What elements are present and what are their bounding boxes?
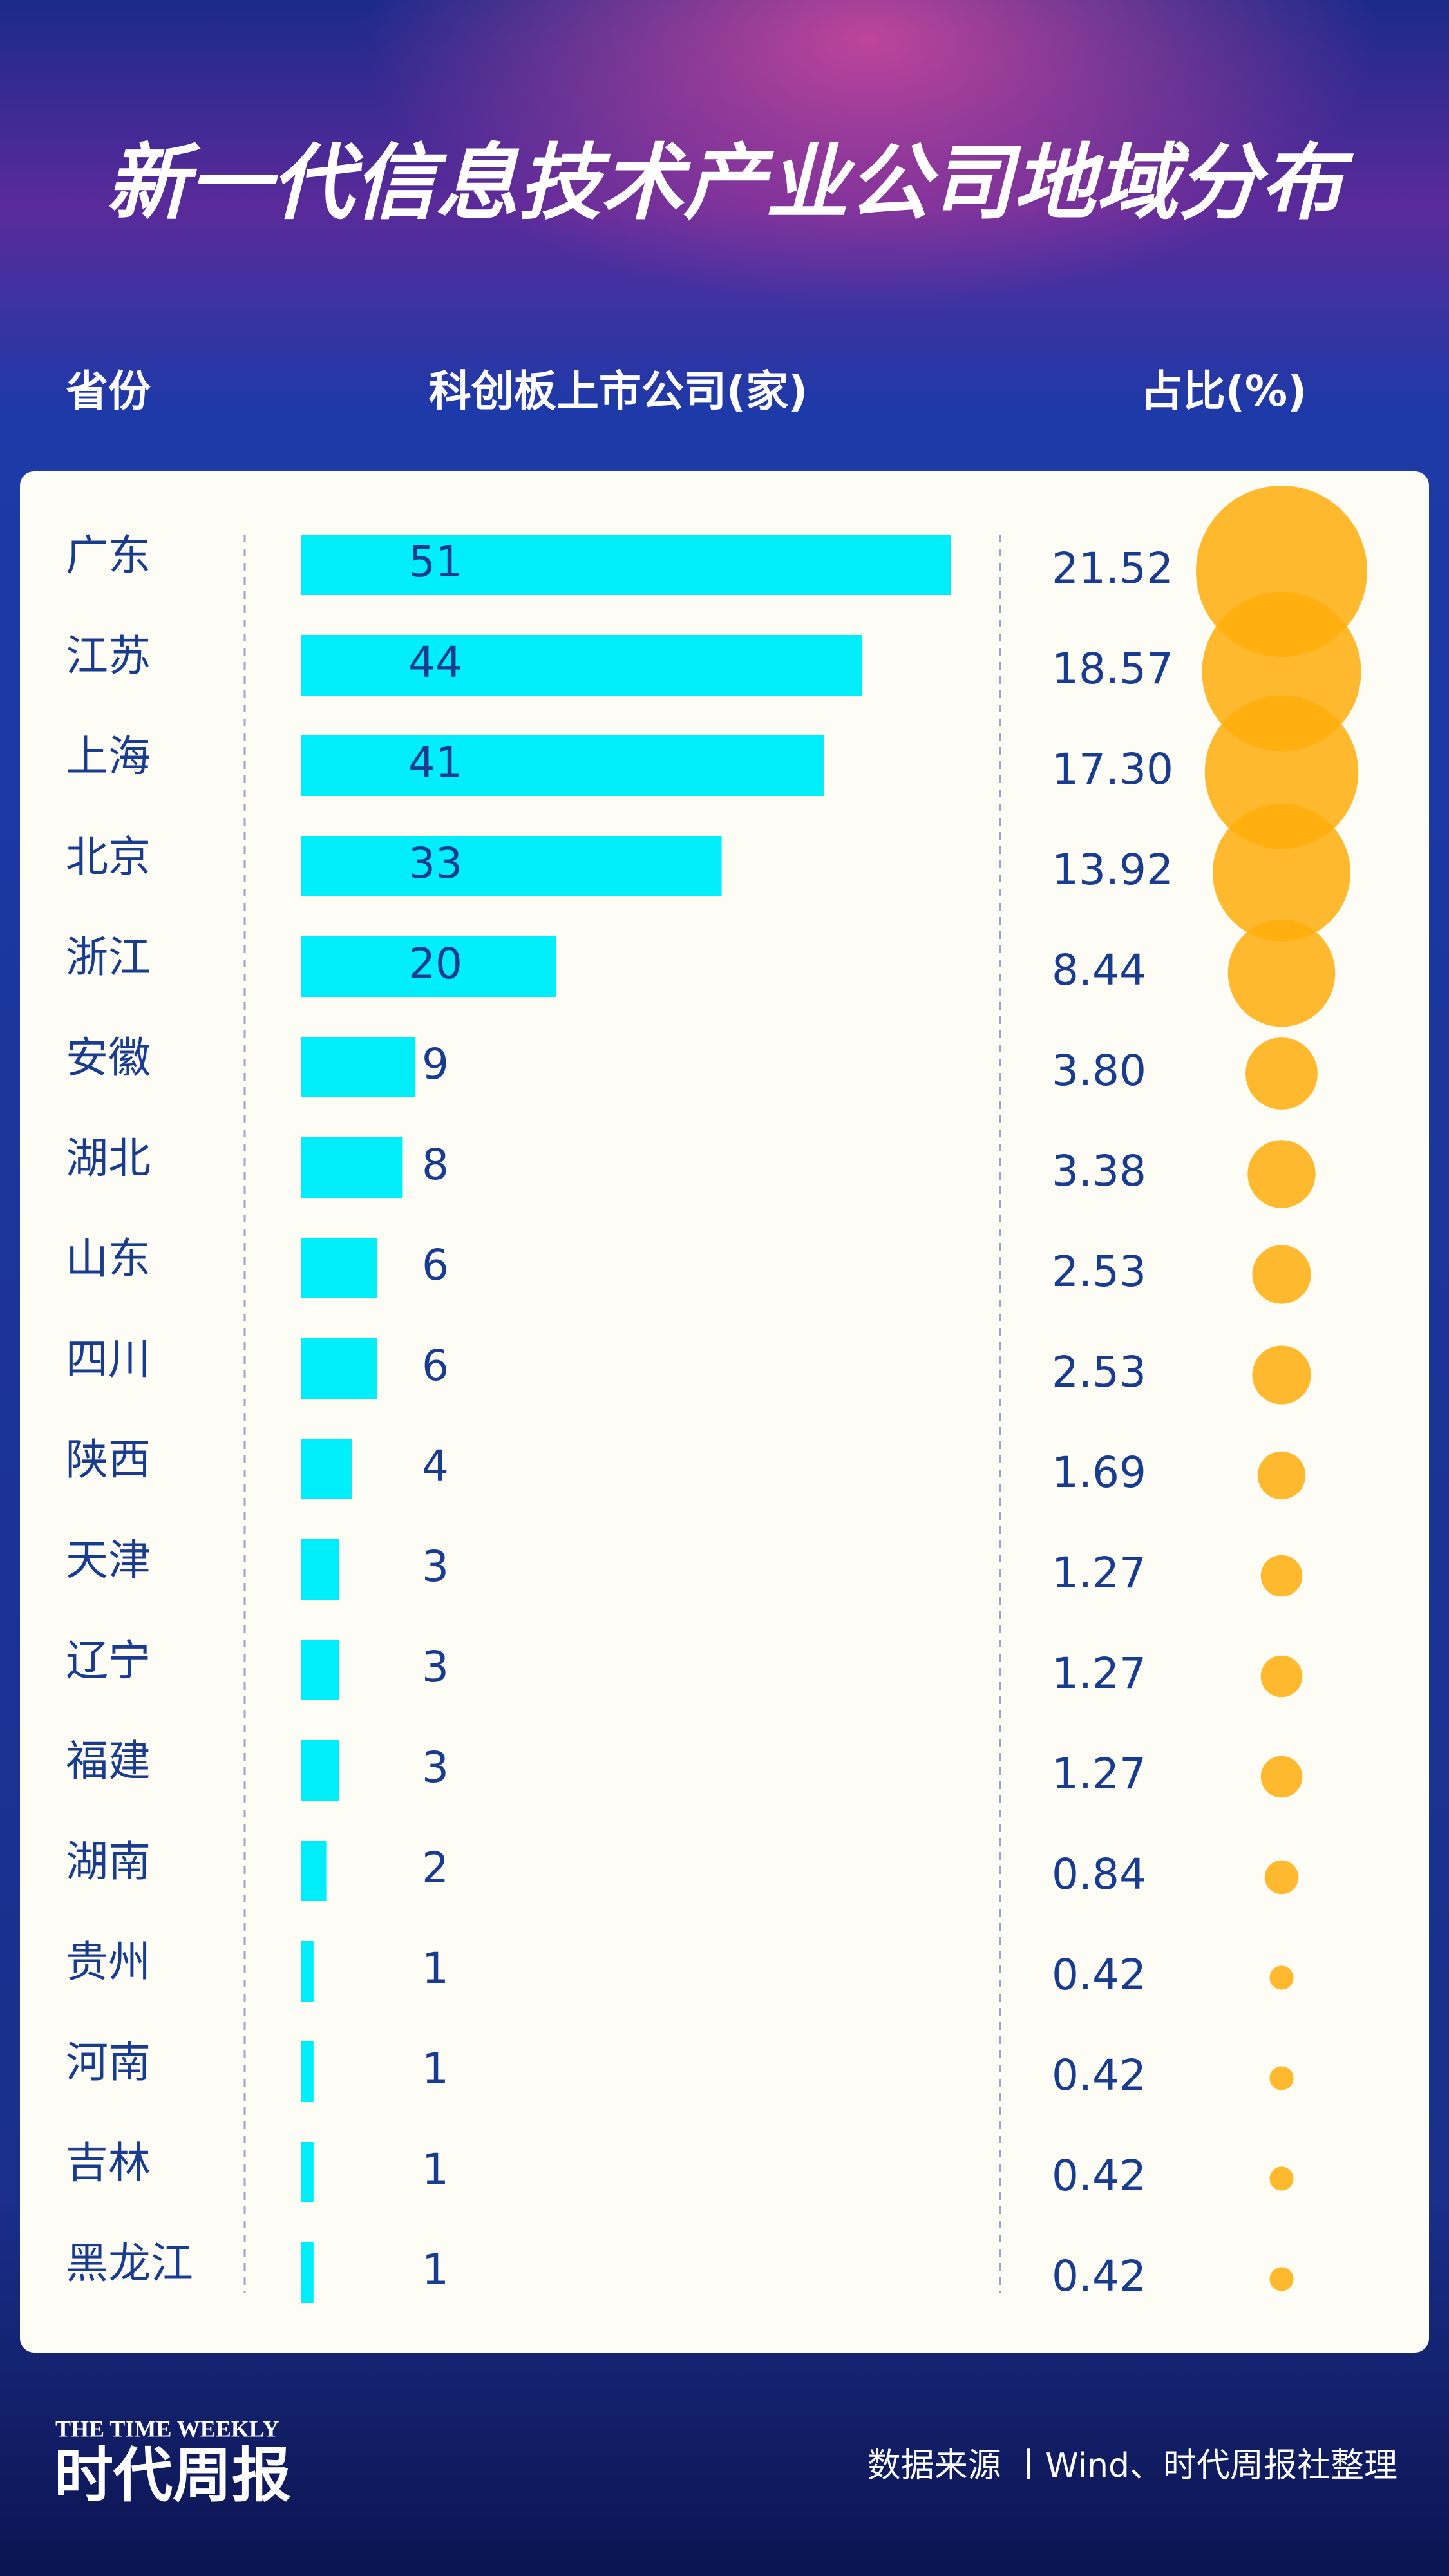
share-label: 17.30 — [1052, 744, 1173, 794]
share-bubble — [1247, 1140, 1316, 1208]
share-bubble — [1204, 695, 1359, 849]
category-label: 湖南 — [66, 1837, 151, 1886]
share-label: 0.42 — [1052, 2251, 1146, 2301]
bar — [301, 635, 862, 696]
bar-value-label: 9 — [422, 1039, 449, 1089]
share-label: 1.69 — [1052, 1448, 1146, 1497]
category-label: 黑龙江 — [66, 2239, 193, 2288]
share-label: 13.92 — [1052, 845, 1173, 895]
share-bubble — [1252, 1245, 1311, 1304]
bar — [301, 836, 722, 896]
category-label: 陕西 — [66, 1435, 151, 1484]
bar-value-label: 1 — [422, 1944, 449, 1993]
source-note: 数据来源 丨Wind、时代周报社整理 — [867, 2447, 1397, 2485]
bar — [301, 936, 556, 997]
logo-cn: 时代周报 — [54, 2441, 291, 2510]
share-bubble — [1260, 1756, 1303, 1798]
bar — [301, 1037, 416, 1097]
bar — [301, 2142, 314, 2202]
share-bubble — [1260, 1655, 1303, 1698]
share-label: 0.84 — [1052, 1850, 1146, 1899]
category-label: 河南 — [66, 2038, 151, 2087]
share-label: 0.42 — [1052, 2050, 1146, 2100]
share-bubble — [1260, 1555, 1303, 1597]
bar — [301, 1640, 339, 1700]
share-label: 18.57 — [1052, 644, 1173, 694]
share-bubble — [1269, 2166, 1294, 2191]
bar — [301, 2041, 314, 2102]
category-label: 安徽 — [66, 1033, 151, 1083]
bar — [301, 1238, 377, 1298]
share-bubble — [1257, 1451, 1306, 1500]
share-label: 21.52 — [1052, 544, 1173, 593]
bar-value-label: 1 — [422, 2044, 449, 2094]
share-bubble — [1269, 1965, 1294, 1990]
bar-value-label: 8 — [422, 1140, 449, 1189]
bar — [301, 1137, 403, 1198]
bar — [301, 535, 951, 595]
bar-value-label: 41 — [408, 738, 462, 788]
bar-value-label: 33 — [408, 838, 462, 888]
chart-title: 新一代信息技术产业公司地域分布 — [106, 135, 1354, 231]
category-label: 辽宁 — [66, 1636, 151, 1685]
share-bubble — [1269, 2267, 1294, 2291]
category-label: 北京 — [66, 832, 151, 882]
bar-value-label: 44 — [408, 638, 462, 687]
share-bubble — [1269, 2066, 1294, 2090]
column-header: 省份 — [66, 366, 151, 416]
share-bubble — [1264, 1860, 1299, 1895]
bar-value-label: 4 — [422, 1441, 449, 1491]
share-label: 0.42 — [1052, 1950, 1146, 2000]
category-label: 湖北 — [66, 1133, 151, 1183]
category-label: 福建 — [66, 1736, 151, 1786]
bar — [301, 1941, 314, 2002]
share-label: 2.53 — [1052, 1347, 1146, 1397]
share-label: 8.44 — [1052, 945, 1146, 995]
bar-value-label: 6 — [422, 1341, 449, 1390]
bar-value-label: 3 — [422, 1642, 449, 1692]
bar-value-label: 1 — [422, 2245, 449, 2295]
column-header: 占比(%) — [1141, 366, 1307, 416]
share-bubble — [1213, 804, 1350, 942]
bar-value-label: 3 — [422, 1743, 449, 1792]
share-label: 1.27 — [1052, 1649, 1146, 1698]
bar — [301, 735, 824, 796]
share-label: 3.80 — [1052, 1046, 1146, 1095]
category-label: 山东 — [66, 1234, 151, 1283]
share-bubble — [1252, 1345, 1311, 1405]
category-label: 吉林 — [66, 2138, 151, 2188]
category-label: 上海 — [66, 732, 151, 781]
category-label: 广东 — [66, 531, 151, 580]
column-header: 科创板上市公司(家) — [429, 366, 808, 416]
bar-value-label: 3 — [422, 1542, 449, 1591]
category-label: 浙江 — [66, 933, 151, 982]
bar — [301, 1439, 352, 1499]
category-label: 四川 — [66, 1334, 151, 1384]
bar — [301, 1841, 327, 1901]
category-label: 江苏 — [66, 631, 151, 681]
category-label: 天津 — [66, 1535, 151, 1585]
share-label: 1.27 — [1052, 1749, 1146, 1799]
share-label: 1.27 — [1052, 1548, 1146, 1598]
bar — [301, 1338, 377, 1399]
bar-value-label: 20 — [408, 939, 462, 989]
bar-value-label: 2 — [422, 1843, 449, 1893]
bar — [301, 2242, 314, 2303]
share-label: 3.38 — [1052, 1146, 1146, 1196]
category-label: 贵州 — [66, 1937, 151, 1987]
share-bubble — [1227, 919, 1336, 1027]
bar-value-label: 6 — [422, 1240, 449, 1290]
bar — [301, 1740, 339, 1801]
bar — [301, 1539, 339, 1600]
share-bubble — [1245, 1037, 1318, 1110]
bar-value-label: 1 — [422, 2145, 449, 2194]
share-label: 0.42 — [1052, 2151, 1146, 2201]
logo-en: THE TIME WEEKLY — [55, 2416, 279, 2441]
share-label: 2.53 — [1052, 1247, 1146, 1296]
bar-value-label: 51 — [408, 537, 462, 587]
